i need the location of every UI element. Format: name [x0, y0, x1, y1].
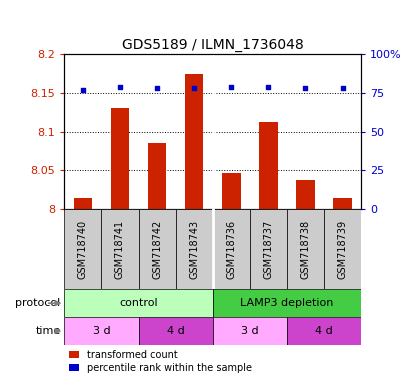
Text: GSM718736: GSM718736: [226, 220, 236, 279]
Bar: [287, 317, 361, 345]
Bar: [101, 209, 139, 289]
Point: [117, 84, 123, 90]
Text: GSM718742: GSM718742: [152, 220, 162, 279]
Bar: [222, 173, 241, 209]
Bar: [324, 209, 361, 289]
Text: control: control: [119, 298, 158, 308]
Bar: [213, 289, 361, 317]
Text: GSM718738: GSM718738: [300, 220, 310, 279]
Point: [80, 87, 86, 93]
Bar: [296, 180, 315, 209]
Bar: [176, 209, 213, 289]
Bar: [111, 108, 129, 209]
Text: GSM718741: GSM718741: [115, 220, 125, 279]
Point: [265, 84, 272, 90]
Point: [302, 85, 309, 91]
Text: GSM718739: GSM718739: [337, 220, 347, 279]
Text: 4 d: 4 d: [315, 326, 333, 336]
Title: GDS5189 / ILMN_1736048: GDS5189 / ILMN_1736048: [122, 38, 303, 52]
Bar: [287, 209, 324, 289]
Bar: [64, 289, 213, 317]
Bar: [250, 209, 287, 289]
Text: GSM718743: GSM718743: [189, 220, 199, 279]
Point: [154, 85, 160, 91]
Bar: [333, 197, 352, 209]
Text: LAMP3 depletion: LAMP3 depletion: [240, 298, 334, 308]
Text: 3 d: 3 d: [93, 326, 110, 336]
Bar: [185, 73, 203, 209]
Point: [228, 84, 234, 90]
Text: 4 d: 4 d: [167, 326, 185, 336]
Point: [339, 85, 346, 91]
Text: GSM718737: GSM718737: [264, 220, 273, 279]
Bar: [148, 143, 166, 209]
Text: 3 d: 3 d: [241, 326, 259, 336]
Bar: [64, 317, 139, 345]
Legend: transformed count, percentile rank within the sample: transformed count, percentile rank withi…: [69, 350, 251, 373]
Bar: [73, 197, 92, 209]
Bar: [213, 209, 250, 289]
Bar: [64, 209, 101, 289]
Bar: [139, 317, 213, 345]
Bar: [213, 317, 287, 345]
Bar: [259, 122, 278, 209]
Text: time: time: [35, 326, 61, 336]
Text: GSM718740: GSM718740: [78, 220, 88, 279]
Point: [191, 85, 198, 91]
Bar: [139, 209, 176, 289]
Text: protocol: protocol: [15, 298, 61, 308]
